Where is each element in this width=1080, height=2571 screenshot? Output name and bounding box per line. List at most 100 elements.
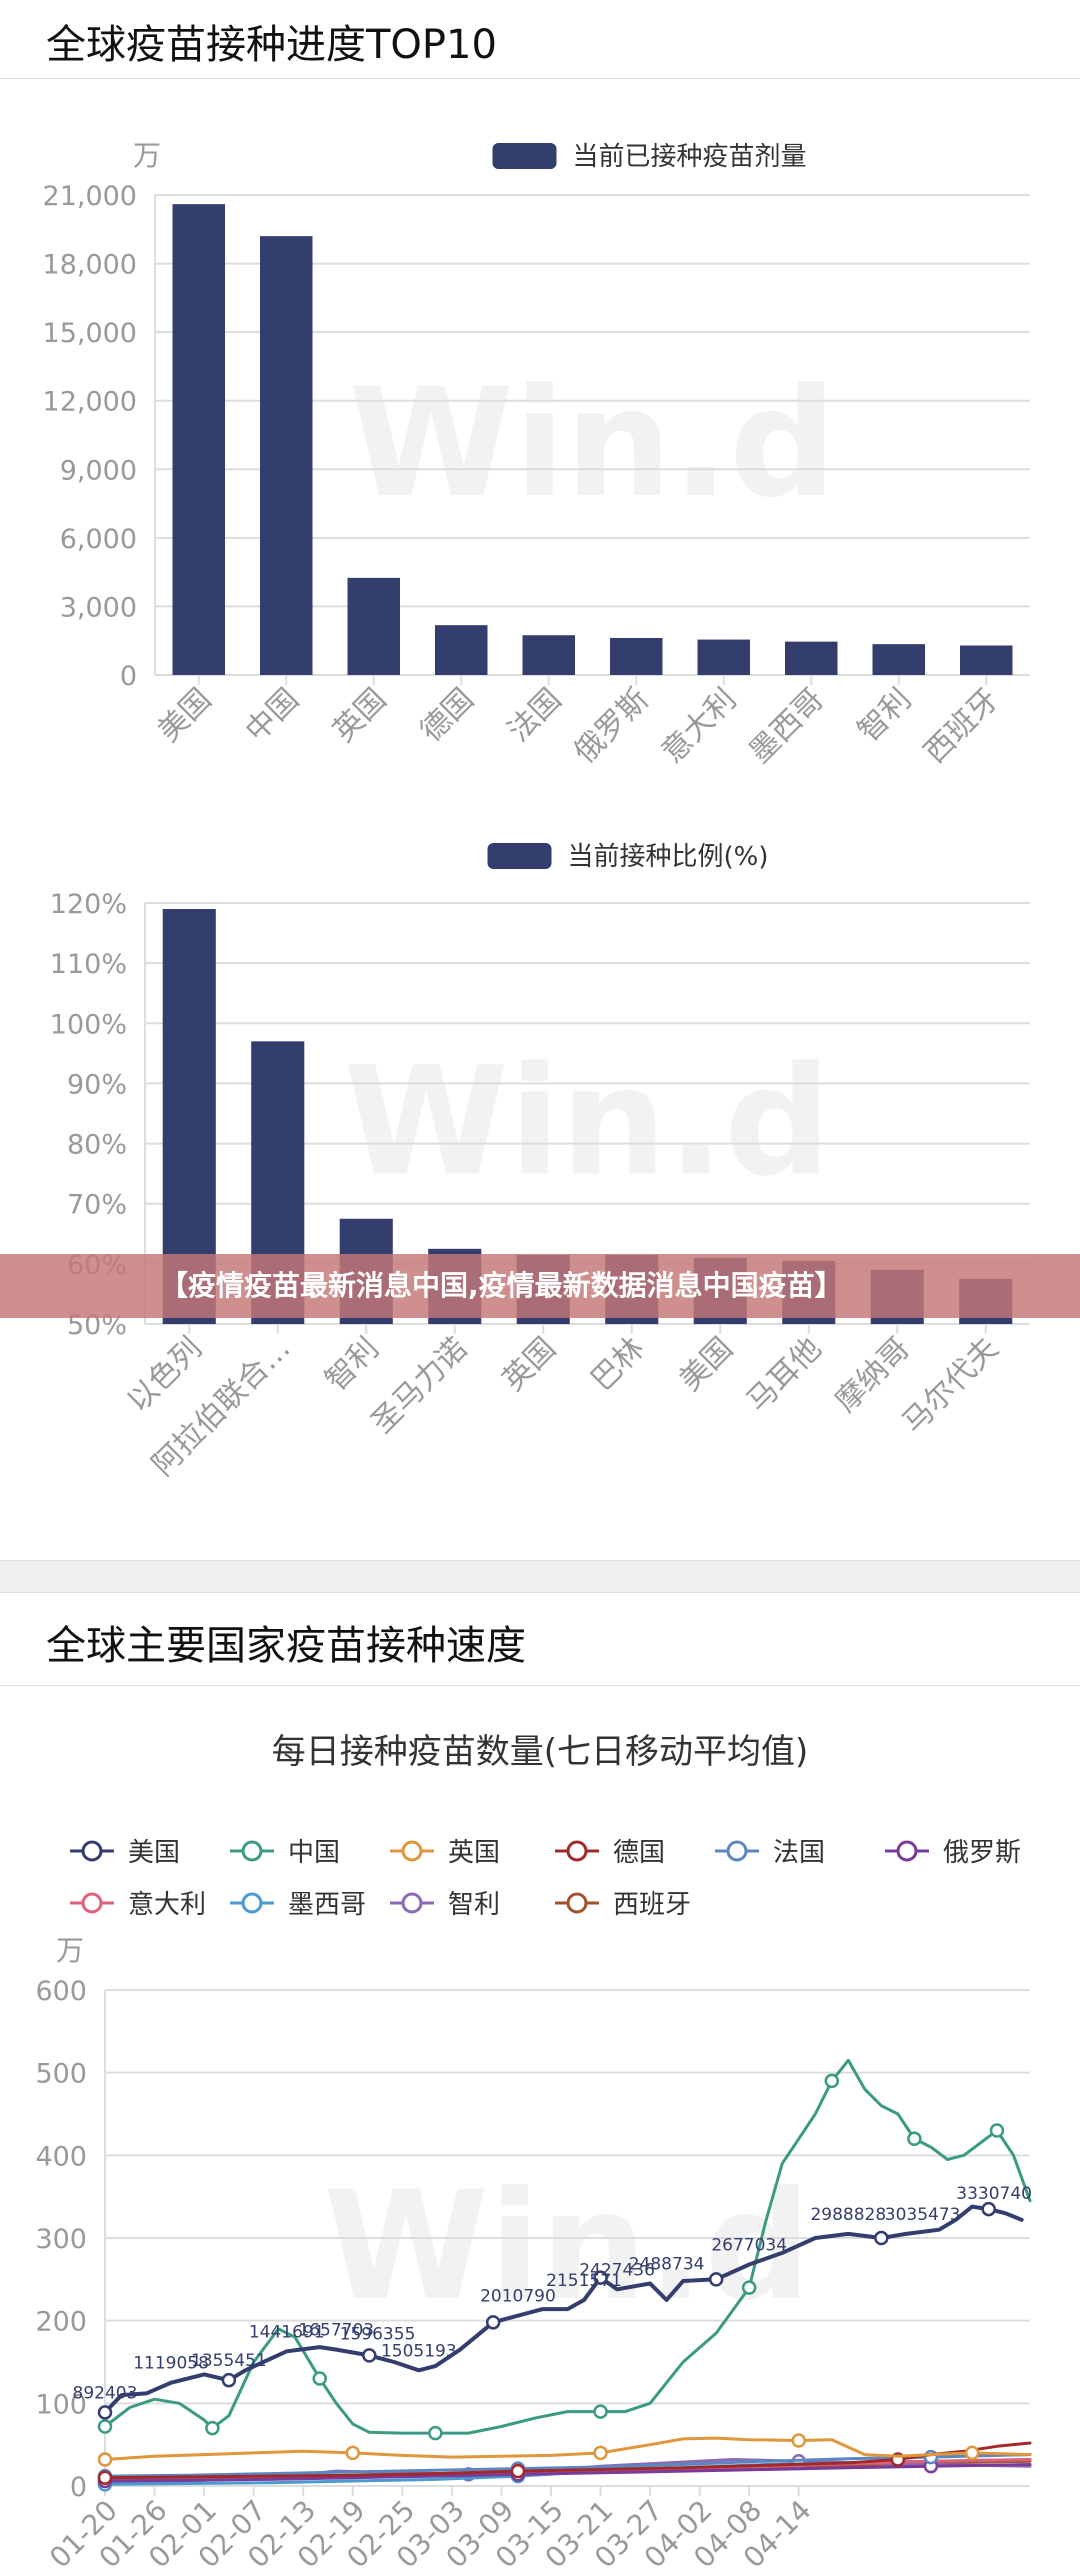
vaccine-speed-card: 全球主要国家疫苗接种速度 每日接种疫苗数量(七日移动平均值) Win.d 美国 中国 英…: [0, 1592, 1080, 2571]
data-label: 1441691: [249, 2322, 325, 2342]
data-point-英国: [97, 2452, 113, 2467]
data-point-中国: [907, 2131, 922, 2147]
legend-label-意大利: 意大利: [128, 1890, 206, 1920]
legend-label-德国: 德国: [613, 1838, 665, 1868]
x-tick-label: 美国: [151, 682, 218, 749]
x-tick-label: 英国: [326, 682, 393, 749]
data-point-美国: [708, 2272, 724, 2287]
y-unit-label: 万: [133, 139, 161, 172]
legend-marker-英国: [401, 1840, 423, 1862]
legend-marker-德国: [566, 1840, 588, 1862]
data-label: 2151571: [546, 2271, 622, 2291]
x-tick-label: 美国: [673, 1331, 740, 1398]
article-title-banner: 【疫情疫苗最新消息中国,疫情最新数据消息中国疫苗】: [0, 1254, 1080, 1318]
x-tick-label: 墨西哥: [743, 682, 831, 770]
legend-marker-俄罗斯: [896, 1840, 918, 1862]
y-tick-label: 110%: [50, 949, 127, 980]
bar-西班牙: [960, 645, 1013, 675]
data-label: 1505193: [381, 2341, 457, 2361]
data-point-英国: [345, 2445, 361, 2461]
data-point-中国: [989, 2123, 1005, 2138]
x-tick-label: 英国: [496, 1331, 563, 1398]
bar-美国: [172, 204, 225, 675]
legend-marker-中国: [241, 1840, 263, 1862]
bar-墨西哥: [785, 641, 838, 675]
series-line-法国: [103, 2453, 1032, 2478]
watermark: Win.d: [348, 357, 836, 531]
x-tick-label: 西班牙: [918, 682, 1006, 770]
data-point-英国: [791, 2433, 806, 2448]
data-point-美国: [221, 2372, 237, 2388]
title-divider: [0, 78, 1080, 79]
ratio-bar-chart: Win.d50%60%70%80%90%100%110%120%当前接种比例(%…: [50, 842, 1030, 1483]
data-point-中国: [824, 2073, 840, 2089]
y-tick-label: 300: [35, 2224, 87, 2255]
data-label: 2988828: [810, 2205, 886, 2225]
watermark: Win.d: [343, 1036, 831, 1210]
legend-label-美国: 美国: [128, 1838, 180, 1868]
legend-marker-智利: [401, 1892, 423, 1914]
x-tick-label: 中国: [239, 682, 306, 749]
data-point-英国: [593, 2445, 608, 2461]
data-point-美国: [874, 2230, 889, 2246]
legend-label-智利: 智利: [448, 1890, 500, 1920]
legend-swatch: [487, 843, 552, 869]
legend-marker-意大利: [81, 1892, 103, 1914]
x-tick-label: 俄罗斯: [568, 682, 656, 770]
x-tick-label: 德国: [414, 682, 481, 749]
vaccine-progress-card: 全球疫苗接种进度TOP10 Win.d 0 3,000 6,000 9,000 12,00…: [0, 0, 1080, 1561]
legend-marker-美国: [81, 1840, 103, 1862]
x-tick-label: 智利: [319, 1331, 386, 1398]
x-tick-label: 摩纳哥: [829, 1331, 917, 1419]
y-tick-label: 100: [35, 2389, 87, 2420]
bar-法国: [522, 635, 575, 675]
x-tick-label: 智利: [851, 682, 918, 749]
chart-title: 每日接种疫苗数量(七日移动平均值): [272, 1732, 809, 1772]
y-tick-label: 100%: [50, 1009, 127, 1040]
legend-label-西班牙: 西班牙: [613, 1890, 691, 1920]
series-line-俄罗斯: [103, 2463, 1032, 2483]
bar-英国: [347, 577, 400, 675]
bar-智利: [872, 644, 925, 675]
data-label: 2488734: [629, 2254, 705, 2274]
legend-marker-墨西哥: [241, 1892, 263, 1914]
data-point-中国: [97, 2419, 113, 2434]
legend-label-墨西哥: 墨西哥: [288, 1890, 366, 1920]
legend-label-英国: 英国: [448, 1838, 500, 1868]
legend-marker-法国: [726, 1840, 748, 1862]
x-tick-label: 马耳他: [740, 1331, 828, 1419]
data-point-美国: [362, 2348, 377, 2363]
data-point-德国: [97, 2470, 113, 2485]
data-label: 2677034: [711, 2235, 787, 2255]
series-line-美国: [103, 2204, 1024, 2415]
y-tick-label: 15,000: [43, 318, 137, 349]
y-tick-label: 500: [35, 2059, 87, 2090]
data-point-中国: [428, 2425, 443, 2441]
y-tick-label: 21,000: [43, 181, 137, 212]
data-point-美国: [485, 2315, 501, 2330]
y-tick-label: 3,000: [60, 592, 137, 623]
y-tick-label: 12,000: [43, 387, 137, 418]
data-label: 1355451: [191, 2351, 267, 2371]
legend-marker-西班牙: [566, 1892, 588, 1914]
y-tick-label: 0: [120, 661, 137, 692]
data-point-中国: [741, 2280, 757, 2295]
y-tick-label: 120%: [50, 889, 127, 920]
x-tick-label: 以色列: [121, 1331, 209, 1419]
data-point-中国: [312, 2371, 327, 2386]
data-point-中国: [205, 2420, 220, 2436]
data-point-美国: [981, 2201, 996, 2217]
y-tick-label: 6,000: [60, 524, 137, 555]
legend-label: 当前接种比例(%): [568, 842, 769, 872]
data-label: 892403: [73, 2383, 138, 2403]
bar-中国: [260, 236, 313, 675]
doses-bar-chart: Win.d 0 3,000 6,000 9,000 12,000 15,000 18,000 2…: [43, 139, 1030, 770]
x-tick-label: 马尔代夫: [896, 1331, 1006, 1441]
x-tick-label: 意大利: [655, 682, 743, 770]
card-title-speed: 全球主要国家疫苗接种速度: [46, 1623, 526, 1669]
legend-label: 当前已接种疫苗剂量: [573, 142, 807, 172]
data-label: 1119058: [133, 2354, 209, 2374]
bar-意大利: [697, 639, 750, 675]
bar-俄罗斯: [610, 637, 663, 675]
